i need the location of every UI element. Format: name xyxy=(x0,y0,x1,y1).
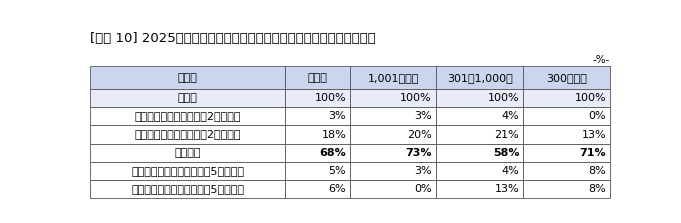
Bar xyxy=(524,144,610,161)
Text: 100%: 100% xyxy=(488,93,519,103)
Bar xyxy=(285,180,350,198)
Text: 100%: 100% xyxy=(400,93,432,103)
Text: 100%: 100% xyxy=(574,93,606,103)
Text: 3%: 3% xyxy=(414,165,432,176)
Text: 3%: 3% xyxy=(328,112,346,122)
Bar xyxy=(91,144,285,161)
Text: 8%: 8% xyxy=(588,184,606,194)
Bar xyxy=(285,66,350,89)
Text: 全　体: 全 体 xyxy=(308,73,328,83)
Text: 1,001名以上: 1,001名以上 xyxy=(368,73,419,83)
Bar xyxy=(436,126,524,144)
Text: 6%: 6% xyxy=(328,184,346,194)
Text: 4%: 4% xyxy=(501,165,519,176)
Text: 3%: 3% xyxy=(414,112,432,122)
Text: -%-: -%- xyxy=(593,55,610,64)
Bar xyxy=(350,66,436,89)
Bar xyxy=(436,89,524,107)
Bar xyxy=(524,180,610,198)
Bar xyxy=(91,66,285,89)
Text: 300名以下: 300名以下 xyxy=(546,73,587,83)
Bar xyxy=(436,66,524,89)
Bar xyxy=(91,89,285,107)
Bar xyxy=(524,89,610,107)
Text: 8%: 8% xyxy=(588,165,606,176)
Text: 4%: 4% xyxy=(501,112,519,122)
Text: 20%: 20% xyxy=(407,130,432,140)
Bar xyxy=(285,161,350,180)
Text: 68%: 68% xyxy=(319,148,346,157)
Bar xyxy=(350,144,436,161)
Text: 前年より多い（参加者が2倍未満）: 前年より多い（参加者が2倍未満） xyxy=(135,130,241,140)
Bar xyxy=(436,161,524,180)
Bar xyxy=(436,180,524,198)
Bar xyxy=(285,107,350,126)
Text: 100%: 100% xyxy=(315,93,346,103)
Text: 0%: 0% xyxy=(588,112,606,122)
Bar xyxy=(350,126,436,144)
Text: 前年より少ない（参加者が5割未満）: 前年より少ない（参加者が5割未満） xyxy=(131,184,244,194)
Text: 18%: 18% xyxy=(321,130,346,140)
Text: 前年より多い（参加者が2倍以上）: 前年より多い（参加者が2倍以上） xyxy=(135,112,241,122)
Bar xyxy=(524,107,610,126)
Text: 13%: 13% xyxy=(582,130,606,140)
Bar xyxy=(436,107,524,126)
Bar xyxy=(91,161,285,180)
Text: 前年並み: 前年並み xyxy=(174,148,201,157)
Text: 73%: 73% xyxy=(405,148,432,157)
Bar xyxy=(350,89,436,107)
Text: 区　分: 区 分 xyxy=(178,73,197,83)
Bar xyxy=(350,107,436,126)
Bar xyxy=(285,89,350,107)
Text: [図表 10] 2025年卒採用に向けたインターンシップ参加者数の前年比較: [図表 10] 2025年卒採用に向けたインターンシップ参加者数の前年比較 xyxy=(91,32,376,45)
Text: 5%: 5% xyxy=(328,165,346,176)
Bar xyxy=(524,126,610,144)
Bar xyxy=(91,107,285,126)
Bar xyxy=(285,144,350,161)
Bar xyxy=(436,144,524,161)
Text: 13%: 13% xyxy=(494,184,519,194)
Bar xyxy=(285,126,350,144)
Bar xyxy=(524,66,610,89)
Text: 0%: 0% xyxy=(414,184,432,194)
Text: 58%: 58% xyxy=(493,148,519,157)
Bar xyxy=(350,161,436,180)
Bar xyxy=(91,126,285,144)
Bar xyxy=(91,180,285,198)
Text: 前年より少ない（参加者が5割以上）: 前年より少ない（参加者が5割以上） xyxy=(131,165,244,176)
Text: 71%: 71% xyxy=(580,148,606,157)
Text: 21%: 21% xyxy=(494,130,519,140)
Bar xyxy=(350,180,436,198)
Text: 合　計: 合 計 xyxy=(178,93,197,103)
Bar xyxy=(524,161,610,180)
Text: 301～1,000名: 301～1,000名 xyxy=(447,73,513,83)
